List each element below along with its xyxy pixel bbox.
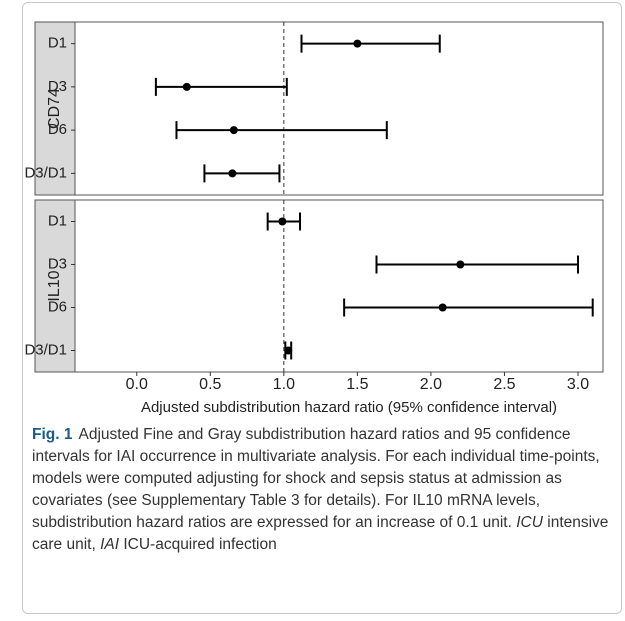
figure-label: Fig. 1 [32,426,73,443]
y-tick-label: D6 [48,121,67,138]
point [438,303,447,312]
abbrev-definition: intensive care unit, [32,514,609,553]
facet-label: IL10 [46,270,63,301]
y-tick-label: D3/D1 [24,164,67,181]
figure-frame [22,2,622,614]
chart: CD74 D1 D3 D6 D3/D1 IL10 D1 D3 D6 D3/D1 0.0 0.5 1.0 1… [24,21,604,416]
abbrev-term: ICU [516,514,543,531]
x-tick-label: 2.5 [493,376,515,393]
panel [74,21,604,196]
abbrev-term: IAI [100,536,120,553]
y-tick-label: D3/D1 [24,341,67,358]
point [228,169,237,178]
y-tick-label: D3 [48,78,67,95]
abbrev-definition: ICU-acquired infection [123,536,277,553]
point [353,39,362,48]
point [284,346,293,355]
point [278,217,287,226]
x-tick-label: 0.5 [199,376,221,393]
x-tick-label: 1.0 [273,376,295,393]
x-tick-label: 2.0 [420,376,442,393]
facet-label: CD74 [46,88,63,129]
point [182,82,191,91]
facet-strip [34,199,76,373]
point [229,126,238,135]
y-tick-label: D1 [48,212,67,229]
panel [74,199,604,373]
y-tick-label: D6 [48,298,67,315]
y-tick-label: D3 [48,255,67,272]
facet-strip [34,21,76,196]
x-tick-label: 3.0 [567,376,589,393]
caption-text: Adjusted Fine and Gray subdistribution h… [32,426,600,531]
x-tick-label: 1.5 [346,376,368,393]
x-axis-label: Adjusted subdistribution hazard ratio (9… [141,399,557,416]
y-tick-label: D1 [48,35,67,52]
point [456,260,465,269]
x-tick-label: 0.0 [126,376,148,393]
caption: Fig. 1 Adjusted Fine and Gray subdistribu… [32,424,612,556]
